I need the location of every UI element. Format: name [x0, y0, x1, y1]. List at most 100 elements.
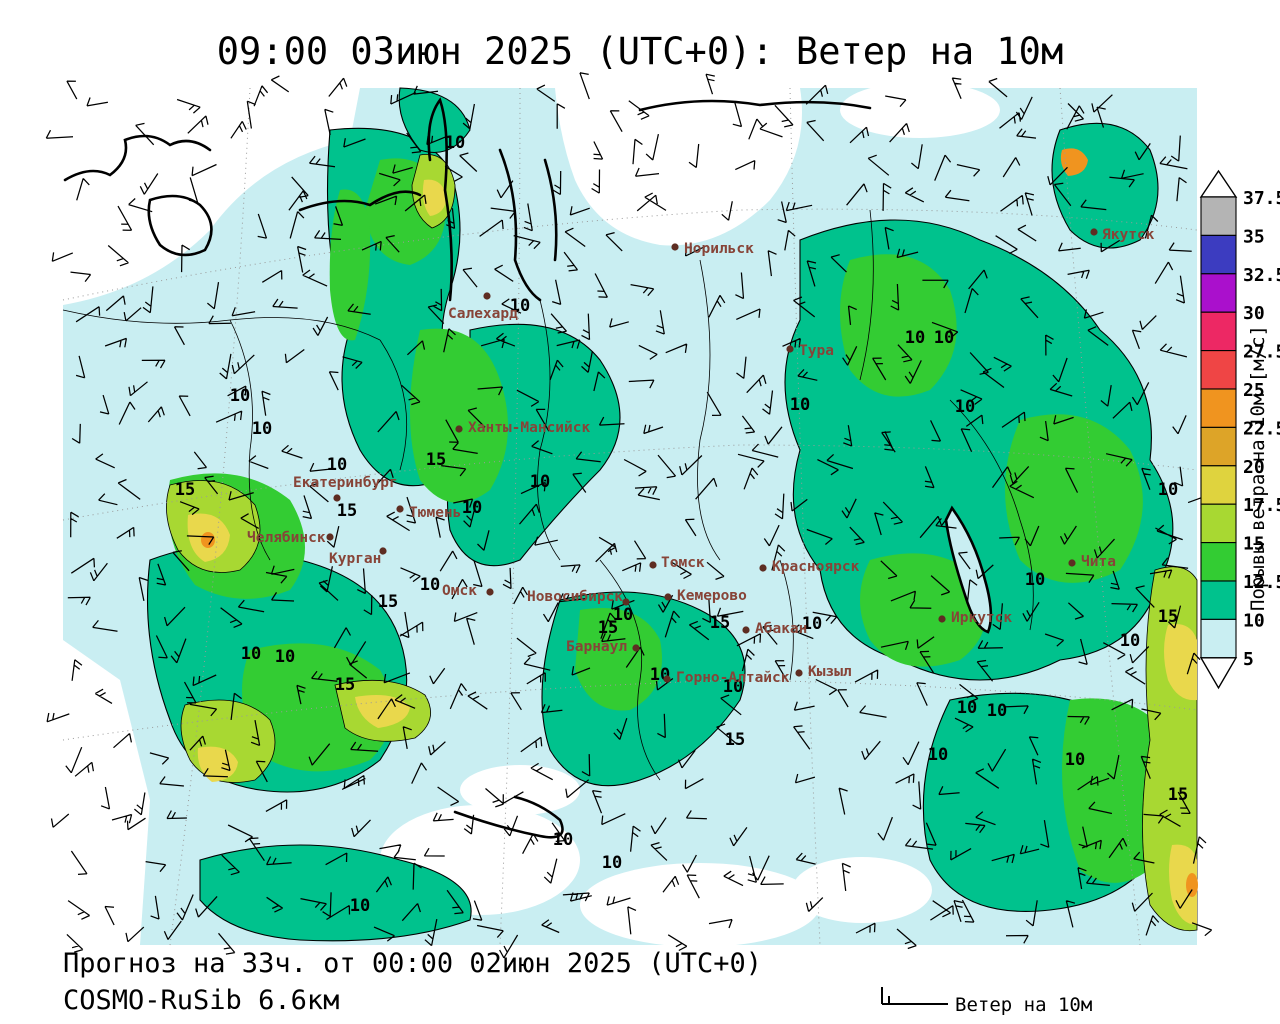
wind-speed-label: 10 — [1158, 480, 1178, 500]
wind-speed-label: 10 — [510, 296, 530, 316]
city-dot — [483, 292, 491, 300]
colorbar-band — [1200, 580, 1237, 620]
colorbar-band — [1200, 465, 1237, 505]
wind-speed-label: 10 — [957, 698, 977, 718]
wind-speed-label: 10 — [462, 498, 482, 518]
city-dot — [759, 564, 767, 572]
colorbar-band — [1200, 311, 1237, 352]
wind-barb-symbol — [881, 987, 948, 1005]
colorbar-band — [1200, 388, 1237, 428]
city-dot — [486, 588, 494, 596]
wind-speed-label: 10 — [1120, 631, 1140, 651]
colorbar-tick: 37.5 — [1243, 188, 1280, 209]
city-dot — [1090, 228, 1098, 236]
wind-speed-label: 10 — [553, 830, 573, 850]
colorbar-band — [1200, 273, 1237, 313]
colorbar-tick: 35 — [1243, 226, 1265, 247]
city-label: Новосибирск — [527, 589, 623, 605]
city-label: Тюмень — [409, 505, 461, 521]
colorbar-tick: 22.5 — [1243, 418, 1280, 439]
wind-speed-label: 15 — [1168, 785, 1188, 805]
wind-speed-label: 10 — [252, 419, 272, 439]
colorbar: 37.5 35 32.5 30 27.5 25 22.5 20 17.5 15 12.5 10 5 — [1199, 169, 1280, 690]
city-dot — [664, 593, 672, 601]
wind-speed-label: 10 — [602, 853, 622, 873]
city-label: Томск — [661, 555, 705, 571]
wind-speed-label: 15 — [725, 730, 745, 750]
gust-fill-field — [63, 82, 1198, 947]
wind-speed-label: 10 — [1025, 570, 1045, 590]
page-title: 09:00 03июн 2025 (UTC+0): Ветер на 10м — [216, 30, 1064, 73]
wind-speed-label: 10 — [723, 677, 743, 697]
city-dot — [1068, 559, 1076, 567]
city-markers-layer: Норильск Салехард Якутск Тура Ханты-Мансийск… — [247, 227, 1155, 686]
colorbar-band — [1200, 426, 1237, 467]
wind-speed-label: 10 — [530, 472, 550, 492]
colorbar-arrow-bottom — [1199, 657, 1238, 690]
city-label: Якутск — [1102, 227, 1155, 243]
colorbar-unit-label: Порывы ветра на 10м [м/с] — [1247, 325, 1269, 611]
wind-speed-label: 10 — [1065, 750, 1085, 770]
colorbar-band — [1200, 196, 1237, 236]
city-dot — [671, 243, 679, 251]
colorbar-arrow-top — [1199, 169, 1238, 198]
colorbar-band — [1200, 618, 1237, 659]
forecast-info: Прогноз на 33ч. от 00:00 02июн 2025 (UTC… — [63, 948, 762, 979]
colorbar-tick: 17.5 — [1243, 495, 1280, 516]
wind-speed-labels-layer: 10 10 10 10 10 10 10 15 15 10 15 10 10 10 10 15 10 15 10 10… — [175, 133, 1188, 916]
city-dot — [632, 644, 640, 652]
colorbar-tick: 15 — [1243, 534, 1265, 555]
city-label: Барнаул — [566, 639, 627, 655]
colorbar-tick: 10 — [1243, 610, 1265, 631]
city-dot — [622, 598, 630, 606]
colorbar-band — [1200, 350, 1237, 390]
city-dot — [396, 505, 404, 513]
city-dot — [326, 533, 334, 541]
colorbar-tick: 20 — [1243, 457, 1265, 478]
city-label: Норильск — [684, 241, 754, 257]
wind-speed-label: 10 — [230, 386, 250, 406]
city-label: Курган — [329, 551, 381, 567]
wind-speed-label: 10 — [928, 745, 948, 765]
colorbar-tick: 12.5 — [1243, 572, 1280, 593]
colorbar-tick: 30 — [1243, 303, 1265, 324]
city-dot — [649, 561, 657, 569]
colorbar-tick: 27.5 — [1243, 342, 1280, 363]
city-label: Омск — [442, 583, 477, 599]
wind-speed-label: 10 — [905, 328, 925, 348]
colorbar-tick: 5 — [1243, 649, 1254, 670]
city-dot — [786, 345, 794, 353]
city-dot — [379, 547, 387, 555]
city-label: Екатеринбург — [293, 475, 398, 491]
wind-barbs-layer — [45, 72, 1213, 959]
city-label: Чита — [1081, 554, 1116, 570]
colorbar-tick: 32.5 — [1243, 265, 1280, 286]
city-dot — [938, 615, 946, 623]
wind-speed-label: 10 — [275, 647, 295, 667]
wind-speed-label: 10 — [802, 614, 822, 634]
city-dot — [795, 669, 803, 677]
wind-speed-label: 15 — [175, 480, 195, 500]
wind-speed-label: 10 — [987, 701, 1007, 721]
wind-speed-label: 15 — [710, 613, 730, 633]
admin-boundary-lines — [62, 209, 1034, 781]
model-info: COSMO-RuSib 6.6км — [63, 985, 340, 1016]
city-label: Салехард — [448, 306, 518, 322]
wind-speed-label: 10 — [955, 397, 975, 417]
city-label: Ханты-Мансийск — [468, 420, 590, 436]
colorbar-band — [1200, 542, 1237, 582]
graticule-lines — [62, 87, 1198, 946]
wind-speed-label: 10 — [790, 395, 810, 415]
wind-speed-label: 10 — [327, 455, 347, 475]
wind-speed-label: 15 — [337, 501, 357, 521]
wind-speed-label: 10 — [934, 328, 954, 348]
city-label: Иркутск — [951, 610, 1012, 626]
wind-speed-label: 15 — [1158, 607, 1178, 627]
wind-speed-label: 10 — [241, 644, 261, 664]
wind-speed-label: 15 — [335, 675, 355, 695]
coastline-lines — [63, 97, 993, 839]
city-label: Челябинск — [247, 530, 326, 546]
city-label: Горно-Алтайск — [676, 670, 790, 686]
wind-speed-label: 10 — [350, 896, 370, 916]
